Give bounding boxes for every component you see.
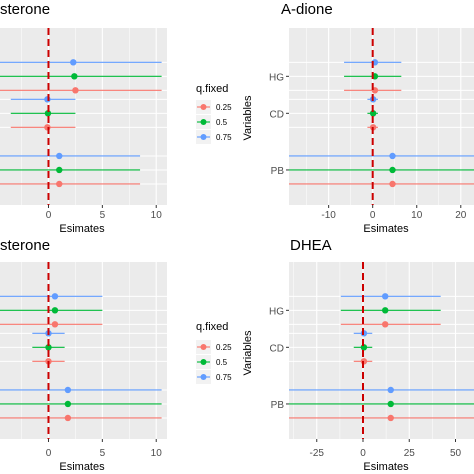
panel-1-point-cd-q0.5: [44, 110, 52, 117]
panel-3-x-tick-label: 5: [100, 448, 106, 459]
legend-bottom-title: q.fixed: [196, 321, 228, 333]
panel-2-background: [289, 28, 474, 205]
panel-1-point-cd-q0.75: [44, 96, 51, 103]
legend-top-title: q.fixed: [196, 83, 228, 95]
panel-1-x-tick-label: 5: [100, 210, 106, 221]
panel-2-plot-area: [289, 28, 474, 205]
panel-1-point-hg-q0.5: [71, 73, 78, 80]
panel-4-point-pb-q0.25: [387, 414, 394, 422]
panel-3-x-tick-label: 0: [46, 448, 52, 459]
panel-2-point-pb-q0.5: [389, 166, 396, 174]
panel-3-point-hg-q0.75: [51, 293, 59, 300]
panel-3-point-hg-q0.5: [51, 307, 59, 314]
panel-4-background: [289, 262, 474, 439]
panel-4-point-hg-q0.5: [382, 307, 389, 314]
panel-3-title: sterone: [0, 237, 50, 254]
panel-1-title: sterone: [0, 1, 50, 18]
panel-1-point-hg-q0.75: [70, 59, 77, 66]
panel-4-point-hg-q0.75: [382, 293, 389, 300]
panel-1-point-cd-q0.25: [44, 124, 51, 131]
panel-4-x-tick-label: 50: [450, 448, 462, 459]
panel-2-y-axis-title: Variables: [242, 95, 254, 141]
legend-top-key-point: [200, 104, 207, 110]
legend-top-entry-label: 0.5: [216, 118, 228, 127]
legend-top-entry-label: 0.75: [216, 133, 232, 142]
legend-top-key-point: [200, 134, 207, 140]
panel-2-point-pb-q0.25: [389, 180, 396, 188]
panel-4-x-tick-label: -25: [310, 448, 325, 459]
panel-3-background: [0, 262, 167, 439]
legend-bottom-entry-label: 0.5: [216, 358, 228, 367]
panel-1-point-pb-q0.5: [56, 166, 63, 174]
panel-2-point-cd-q0.5: [369, 110, 377, 117]
legend-bottom-entry-label: 0.25: [216, 343, 232, 352]
panel-2-x-tick-label: 10: [411, 210, 423, 221]
panel-1-point-pb-q0.75: [56, 152, 63, 160]
panel-2-x-tick-label: 0: [370, 210, 376, 221]
panel-4-y-tick-label-hg: HG: [269, 306, 284, 317]
panel-2-y-tick-label-hg: HG: [269, 72, 284, 83]
legend-bottom-key-point: [200, 374, 207, 380]
legend-bottom-key-point: [200, 359, 207, 365]
panel-2-x-tick-label: -10: [321, 210, 336, 221]
panel-1-background: [0, 28, 167, 205]
panel-4-y-axis-title: Variables: [242, 330, 254, 376]
panel-3-x-tick-label: 10: [151, 448, 163, 459]
legend-top: q.fixed 0.25 0.5 0.75: [196, 83, 232, 144]
panel-4-point-pb-q0.5: [387, 400, 394, 408]
panel-1-point-hg-q0.25: [72, 87, 79, 94]
panel-4-x-tick-label: 0: [360, 448, 366, 459]
panel-4-plot-area: [289, 262, 474, 439]
panel-2-point-pb-q0.75: [389, 152, 396, 160]
legend-top-entry-label: 0.25: [216, 103, 232, 112]
panel-2-x-axis-title: Esimates: [363, 223, 409, 235]
panel-4-title: DHEA: [290, 237, 332, 254]
legend-bottom-key-point: [200, 344, 207, 350]
legend-bottom-entry-label: 0.75: [216, 373, 232, 382]
panel-4-point-pb-q0.75: [387, 386, 394, 394]
panel-2-x-tick-label: 20: [455, 210, 467, 221]
panel-3-point-hg-q0.25: [51, 321, 59, 328]
panel-4-y-tick-label-pb: PB: [271, 400, 285, 411]
panel-3-point-pb-q0.75: [64, 386, 72, 394]
panel-3-plot-area: [0, 262, 167, 439]
panel-4-point-hg-q0.25: [382, 321, 389, 328]
panel-2-y-tick-label-pb: PB: [271, 166, 285, 177]
panel-1-x-tick-label: 10: [151, 210, 163, 221]
legend-top-key-point: [200, 119, 207, 125]
panel-4-x-axis-title: Esimates: [363, 461, 409, 473]
legend-bottom: q.fixed 0.25 0.5 0.75: [196, 321, 232, 384]
panel-3-point-pb-q0.5: [64, 400, 72, 408]
panel-4-y-tick-label-cd: CD: [270, 343, 284, 354]
panel-2-y-tick-label-cd: CD: [270, 109, 284, 120]
panel-1-x-tick-label: 0: [46, 210, 52, 221]
panel-3-point-cd-q0.5: [45, 344, 52, 351]
panel-1-plot-area: [0, 28, 167, 205]
panel-1-point-pb-q0.25: [56, 180, 63, 188]
panel-1-x-axis-title: Esimates: [59, 223, 105, 235]
panel-2-title: A-dione: [281, 1, 333, 18]
panel-3-point-pb-q0.25: [64, 414, 72, 422]
panel-4-x-tick-label: 25: [404, 448, 416, 459]
panel-3-x-axis-title: Esimates: [59, 461, 105, 473]
